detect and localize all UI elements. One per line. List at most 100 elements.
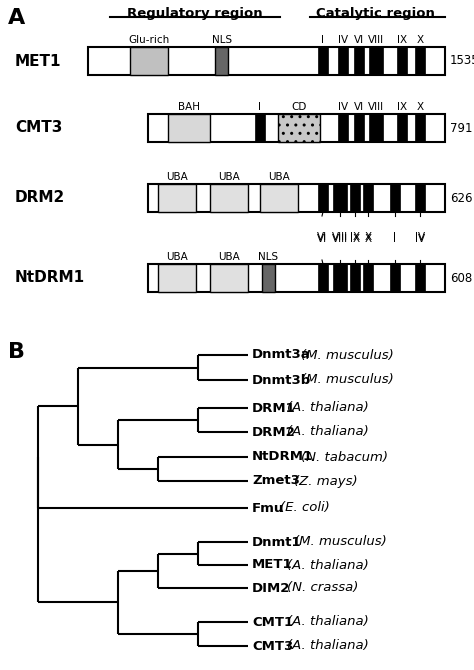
Text: UBA: UBA — [166, 252, 188, 262]
Bar — [369, 114, 383, 142]
Text: X: X — [417, 102, 424, 112]
Bar — [354, 114, 364, 142]
Text: I: I — [258, 102, 262, 112]
Text: (A. thaliana): (A. thaliana) — [287, 639, 369, 653]
Text: (A. thaliana): (A. thaliana) — [287, 425, 369, 438]
Text: X: X — [365, 232, 372, 242]
Bar — [88, 47, 445, 75]
Text: Regulatory region: Regulatory region — [127, 7, 263, 20]
Bar — [397, 114, 407, 142]
Bar — [338, 114, 348, 142]
Bar — [390, 184, 400, 212]
Text: DIM2: DIM2 — [252, 582, 291, 594]
Text: NLS: NLS — [212, 35, 232, 45]
Text: IX: IX — [397, 35, 407, 45]
Text: VI: VI — [317, 234, 327, 244]
Text: UBA: UBA — [166, 172, 188, 182]
Text: UBA: UBA — [218, 252, 240, 262]
Text: IV: IV — [338, 35, 348, 45]
Text: (E. coli): (E. coli) — [280, 502, 329, 515]
Text: (A. thaliana): (A. thaliana) — [287, 401, 369, 415]
Text: X: X — [417, 35, 424, 45]
Bar — [333, 184, 347, 212]
Bar — [148, 264, 445, 292]
Text: MET1: MET1 — [15, 54, 62, 68]
Text: VI: VI — [317, 232, 327, 242]
Bar — [262, 264, 275, 292]
Text: IX: IX — [350, 232, 360, 242]
Text: Dnmt3a: Dnmt3a — [252, 348, 311, 362]
Bar — [278, 114, 320, 142]
Text: NtDRM1: NtDRM1 — [15, 271, 85, 285]
Text: IV: IV — [338, 102, 348, 112]
Text: UBA: UBA — [268, 172, 290, 182]
Bar — [390, 264, 400, 292]
Text: B: B — [8, 342, 25, 362]
Text: (A. thaliana): (A. thaliana) — [287, 559, 369, 572]
Text: 1535: 1535 — [450, 54, 474, 68]
Text: Zmet3: Zmet3 — [252, 474, 300, 488]
Bar — [350, 264, 360, 292]
Text: (M. musculus): (M. musculus) — [301, 348, 394, 362]
Bar — [210, 264, 248, 292]
Text: DRM1: DRM1 — [252, 401, 296, 415]
Text: IX: IX — [350, 234, 360, 244]
Bar — [130, 47, 168, 75]
Text: X: X — [365, 234, 372, 244]
Text: VIII: VIII — [332, 234, 348, 244]
Text: Glu-rich: Glu-rich — [128, 35, 170, 45]
Text: VIII: VIII — [368, 35, 384, 45]
Bar — [350, 184, 360, 212]
Bar — [148, 114, 445, 142]
Text: (M. musculus): (M. musculus) — [301, 373, 394, 387]
Bar — [318, 264, 328, 292]
Bar — [215, 47, 228, 75]
Text: I: I — [393, 232, 396, 242]
Bar — [318, 47, 328, 75]
Bar — [415, 184, 425, 212]
Text: CMT3: CMT3 — [252, 639, 293, 653]
Text: MET1: MET1 — [252, 559, 292, 572]
Bar — [363, 264, 373, 292]
Bar — [397, 47, 407, 75]
Bar — [168, 114, 210, 142]
Text: (N. crassa): (N. crassa) — [287, 582, 358, 594]
Text: UBA: UBA — [218, 172, 240, 182]
Text: Dnmt3b: Dnmt3b — [252, 373, 311, 387]
Bar — [210, 184, 248, 212]
Bar — [415, 264, 425, 292]
Text: NtDRM1: NtDRM1 — [252, 450, 313, 464]
Text: I: I — [393, 234, 396, 244]
Bar — [354, 47, 364, 75]
Text: IV: IV — [415, 232, 425, 242]
Text: Catalytic region: Catalytic region — [316, 7, 435, 20]
Text: A: A — [8, 8, 25, 28]
Bar — [415, 114, 425, 142]
Text: DRM2: DRM2 — [15, 190, 65, 206]
Bar — [338, 47, 348, 75]
Text: CD: CD — [292, 102, 307, 112]
Text: NLS: NLS — [258, 252, 278, 262]
Text: Fmu: Fmu — [252, 502, 284, 515]
Text: (M. musculus): (M. musculus) — [294, 535, 387, 549]
Bar — [318, 184, 328, 212]
Text: DRM2: DRM2 — [252, 425, 296, 438]
Text: 626: 626 — [450, 192, 473, 204]
Text: VI: VI — [354, 102, 364, 112]
Bar — [148, 184, 445, 212]
Text: CMT3: CMT3 — [15, 121, 63, 135]
Text: I: I — [321, 35, 325, 45]
Text: VIII: VIII — [368, 102, 384, 112]
Text: IX: IX — [397, 102, 407, 112]
Text: BAH: BAH — [178, 102, 200, 112]
Bar — [158, 184, 196, 212]
Text: Dnmt1: Dnmt1 — [252, 535, 301, 549]
Bar — [363, 184, 373, 212]
Bar — [333, 264, 347, 292]
Text: IV: IV — [415, 234, 425, 244]
Text: VIII: VIII — [332, 232, 348, 242]
Bar — [260, 184, 298, 212]
Text: VI: VI — [354, 35, 364, 45]
Text: (Z. mays): (Z. mays) — [294, 474, 357, 488]
Text: CMT1: CMT1 — [252, 616, 293, 628]
